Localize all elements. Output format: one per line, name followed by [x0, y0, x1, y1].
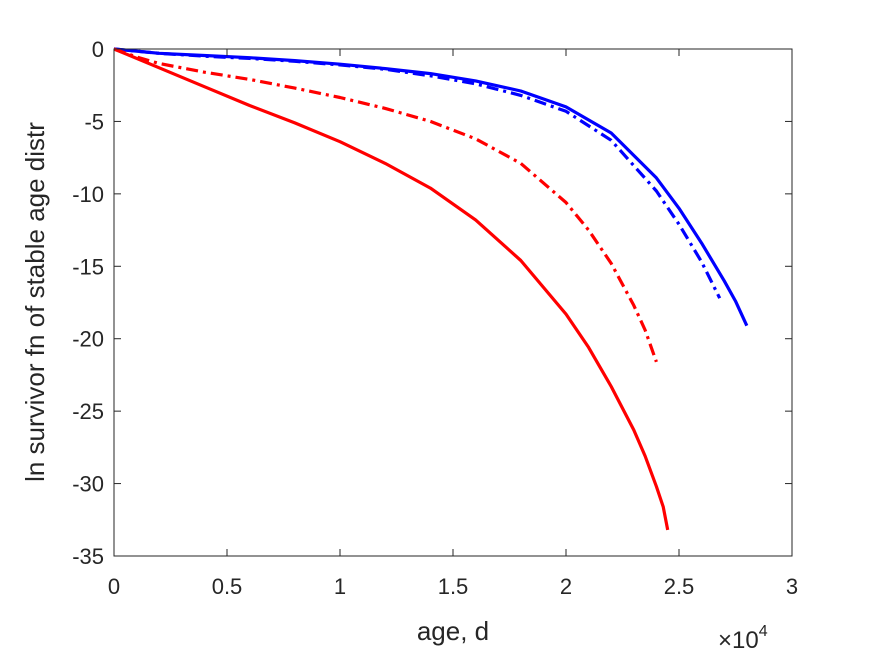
y-tick-label: -10: [72, 182, 104, 207]
x-tick-label: 1.5: [438, 574, 469, 599]
y-tick-label: -25: [72, 399, 104, 424]
x-tick-label: 2.5: [664, 574, 695, 599]
x-exponent-power: 4: [759, 623, 768, 640]
y-tick-label: -20: [72, 327, 104, 352]
x-tick-label: 0: [108, 574, 120, 599]
x-tick-label: 2: [560, 574, 572, 599]
plot-area: [114, 49, 792, 556]
x-tick-label: 0.5: [212, 574, 243, 599]
axes-layer: 0 0.5 1 1.5 2 2.5 3 0 -5 -10 -15 -20 -25 -30 -35: [72, 37, 798, 599]
x-tick-label: 3: [786, 574, 798, 599]
y-tick-label: 0: [92, 37, 104, 62]
y-tick-label: -35: [72, 544, 104, 569]
y-tick-label: -15: [72, 254, 104, 279]
x-tick-label: 1: [334, 574, 346, 599]
x-exponent-label: ×104: [718, 623, 768, 654]
y-tick-label: -5: [84, 109, 104, 134]
series-line-3: [113, 47, 658, 363]
y-axis-label: ln survivor fn of stable age distr: [20, 122, 50, 482]
x-axis-label: age, d: [417, 616, 489, 646]
series-layer: [113, 47, 749, 531]
series-line-4: [113, 47, 670, 531]
x-exponent-base: ×10: [718, 627, 759, 654]
y-tick-label: -30: [72, 472, 104, 497]
